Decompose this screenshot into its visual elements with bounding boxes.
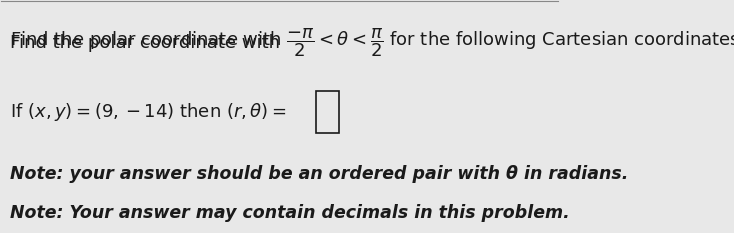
Text: Find the polar coordinate with $\dfrac{-\pi}{2} < \theta < \dfrac{\pi}{2}$ for t: Find the polar coordinate with $\dfrac{-… xyxy=(10,27,734,59)
Text: Find the polar coordinate with: Find the polar coordinate with xyxy=(10,34,286,52)
Text: If $(x, y) = (9, -14)$ then $(r, \theta) =$: If $(x, y) = (9, -14)$ then $(r, \theta)… xyxy=(10,101,286,123)
Text: Note: your answer should be an ordered pair with θ in radians.: Note: your answer should be an ordered p… xyxy=(10,165,628,183)
FancyBboxPatch shape xyxy=(316,91,339,133)
Text: Note: Your answer may contain decimals in this problem.: Note: Your answer may contain decimals i… xyxy=(10,204,570,222)
